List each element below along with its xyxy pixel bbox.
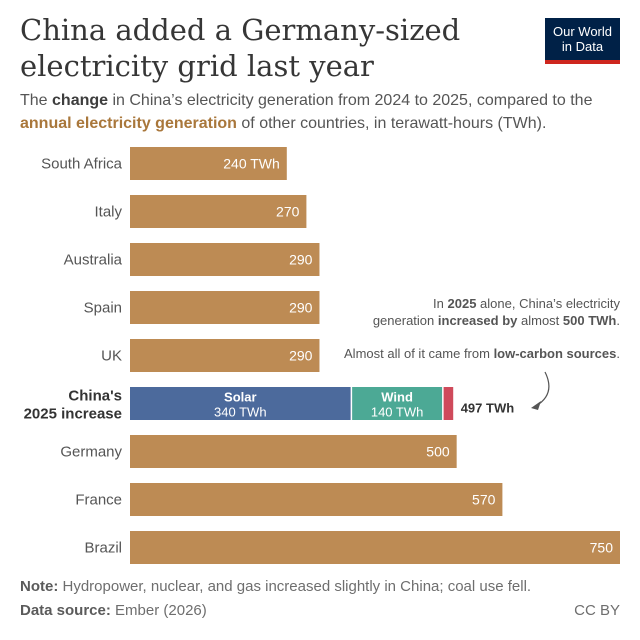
logo-line-1: Our World xyxy=(553,24,612,39)
subtitle-part-2: in China’s electricity generation from 2… xyxy=(108,92,593,109)
annotation-line-3-c: . xyxy=(616,346,620,361)
subtitle-annual-generation: annual electricity generation xyxy=(20,115,237,132)
license-text[interactable]: CC BY xyxy=(574,602,620,619)
annotation-line-3-b: low-carbon sources xyxy=(494,346,617,361)
china-total-label: 497 TWh xyxy=(461,401,515,416)
bar-segment-other xyxy=(443,387,454,420)
bar-spain xyxy=(130,291,320,324)
bar-brazil xyxy=(130,531,620,564)
bar-value-label-italy: 270 xyxy=(276,204,300,220)
category-label-south-africa: South Africa xyxy=(41,156,123,173)
source-label: Data source: xyxy=(20,602,111,619)
annotation-line-1-a: In xyxy=(433,296,447,311)
bar-italy xyxy=(130,195,307,228)
bar-germany xyxy=(130,435,457,468)
note-label: Note: xyxy=(20,578,59,595)
bar-france xyxy=(130,483,503,516)
category-label-germany: Germany xyxy=(60,444,122,461)
chart-subtitle: The change in China’s electricity genera… xyxy=(20,89,630,135)
annotation-line-3-a: Almost all of it came from xyxy=(344,346,494,361)
segment-name-solar: Solar xyxy=(224,390,257,405)
data-source: Data source: Ember (2026) xyxy=(20,602,207,619)
bar-value-label-germany: 500 xyxy=(426,444,450,460)
category-label-china-line-2: 2025 increase xyxy=(24,406,122,423)
category-label-france: France xyxy=(75,492,122,509)
category-label-brazil: Brazil xyxy=(84,540,122,557)
segment-value-solar: 340 TWh xyxy=(214,405,267,420)
annotation-line-3: Almost all of it came from low-carbon so… xyxy=(344,346,620,361)
category-label-italy: Italy xyxy=(94,204,122,221)
annotation-arrow-head xyxy=(531,401,541,410)
annotation-arrow-line xyxy=(535,371,550,407)
bar-value-label-spain: 290 xyxy=(289,300,313,316)
bar-south-africa xyxy=(130,147,287,180)
subtitle-change: change xyxy=(52,92,109,109)
segment-name-wind: Wind xyxy=(381,390,413,405)
chart-title: China added a Germany-sized electricity … xyxy=(20,13,461,83)
segment-value-wind: 140 TWh xyxy=(371,405,424,420)
category-label-australia: Australia xyxy=(64,252,123,269)
bar-value-label-south-africa: 240 TWh xyxy=(223,156,280,172)
annotation-line-2-b: increased by xyxy=(438,313,518,328)
bar-value-label-australia: 290 xyxy=(289,252,313,268)
annotation-line-1: In 2025 alone, China’s electricity xyxy=(433,296,620,311)
bar-value-label-uk: 290 xyxy=(289,348,313,364)
annotation-line-2-a: generation xyxy=(373,313,438,328)
annotation-line-2: generation increased by almost 500 TWh. xyxy=(373,313,620,328)
bar-segment-solar xyxy=(130,387,351,420)
bar-segment-wind xyxy=(352,387,443,420)
annotation-line-2-c: almost xyxy=(517,313,563,328)
bar-chart: South Africa 240 TWh Italy 270 Australia 290 S… xyxy=(24,147,620,564)
subtitle-part-1: The xyxy=(20,92,53,109)
owid-logo[interactable]: Our World in Data xyxy=(545,18,620,64)
subtitle-part-3: of other countries, in terawatt-hours (T… xyxy=(236,115,547,132)
source-text: Ember (2026) xyxy=(110,602,207,619)
category-label-uk: UK xyxy=(101,348,122,365)
chart-note: Note: Hydropower, nuclear, and gas incre… xyxy=(20,578,531,595)
annotation-line-2-e: . xyxy=(616,313,620,328)
annotation-line-1-b: 2025 xyxy=(448,296,477,311)
category-label-spain: Spain xyxy=(84,300,122,317)
note-text: Hydropower, nuclear, and gas increased s… xyxy=(58,578,532,595)
annotation-line-2-d: 500 TWh xyxy=(563,313,617,328)
bar-value-label-france: 570 xyxy=(472,492,496,508)
logo-line-2: in Data xyxy=(561,39,604,54)
bar-australia xyxy=(130,243,320,276)
annotation-line-1-c: alone, China’s electricity xyxy=(476,296,620,311)
category-label-china-line-1: China's xyxy=(68,388,122,405)
bar-value-label-brazil: 750 xyxy=(590,540,614,556)
bar-uk xyxy=(130,339,320,372)
